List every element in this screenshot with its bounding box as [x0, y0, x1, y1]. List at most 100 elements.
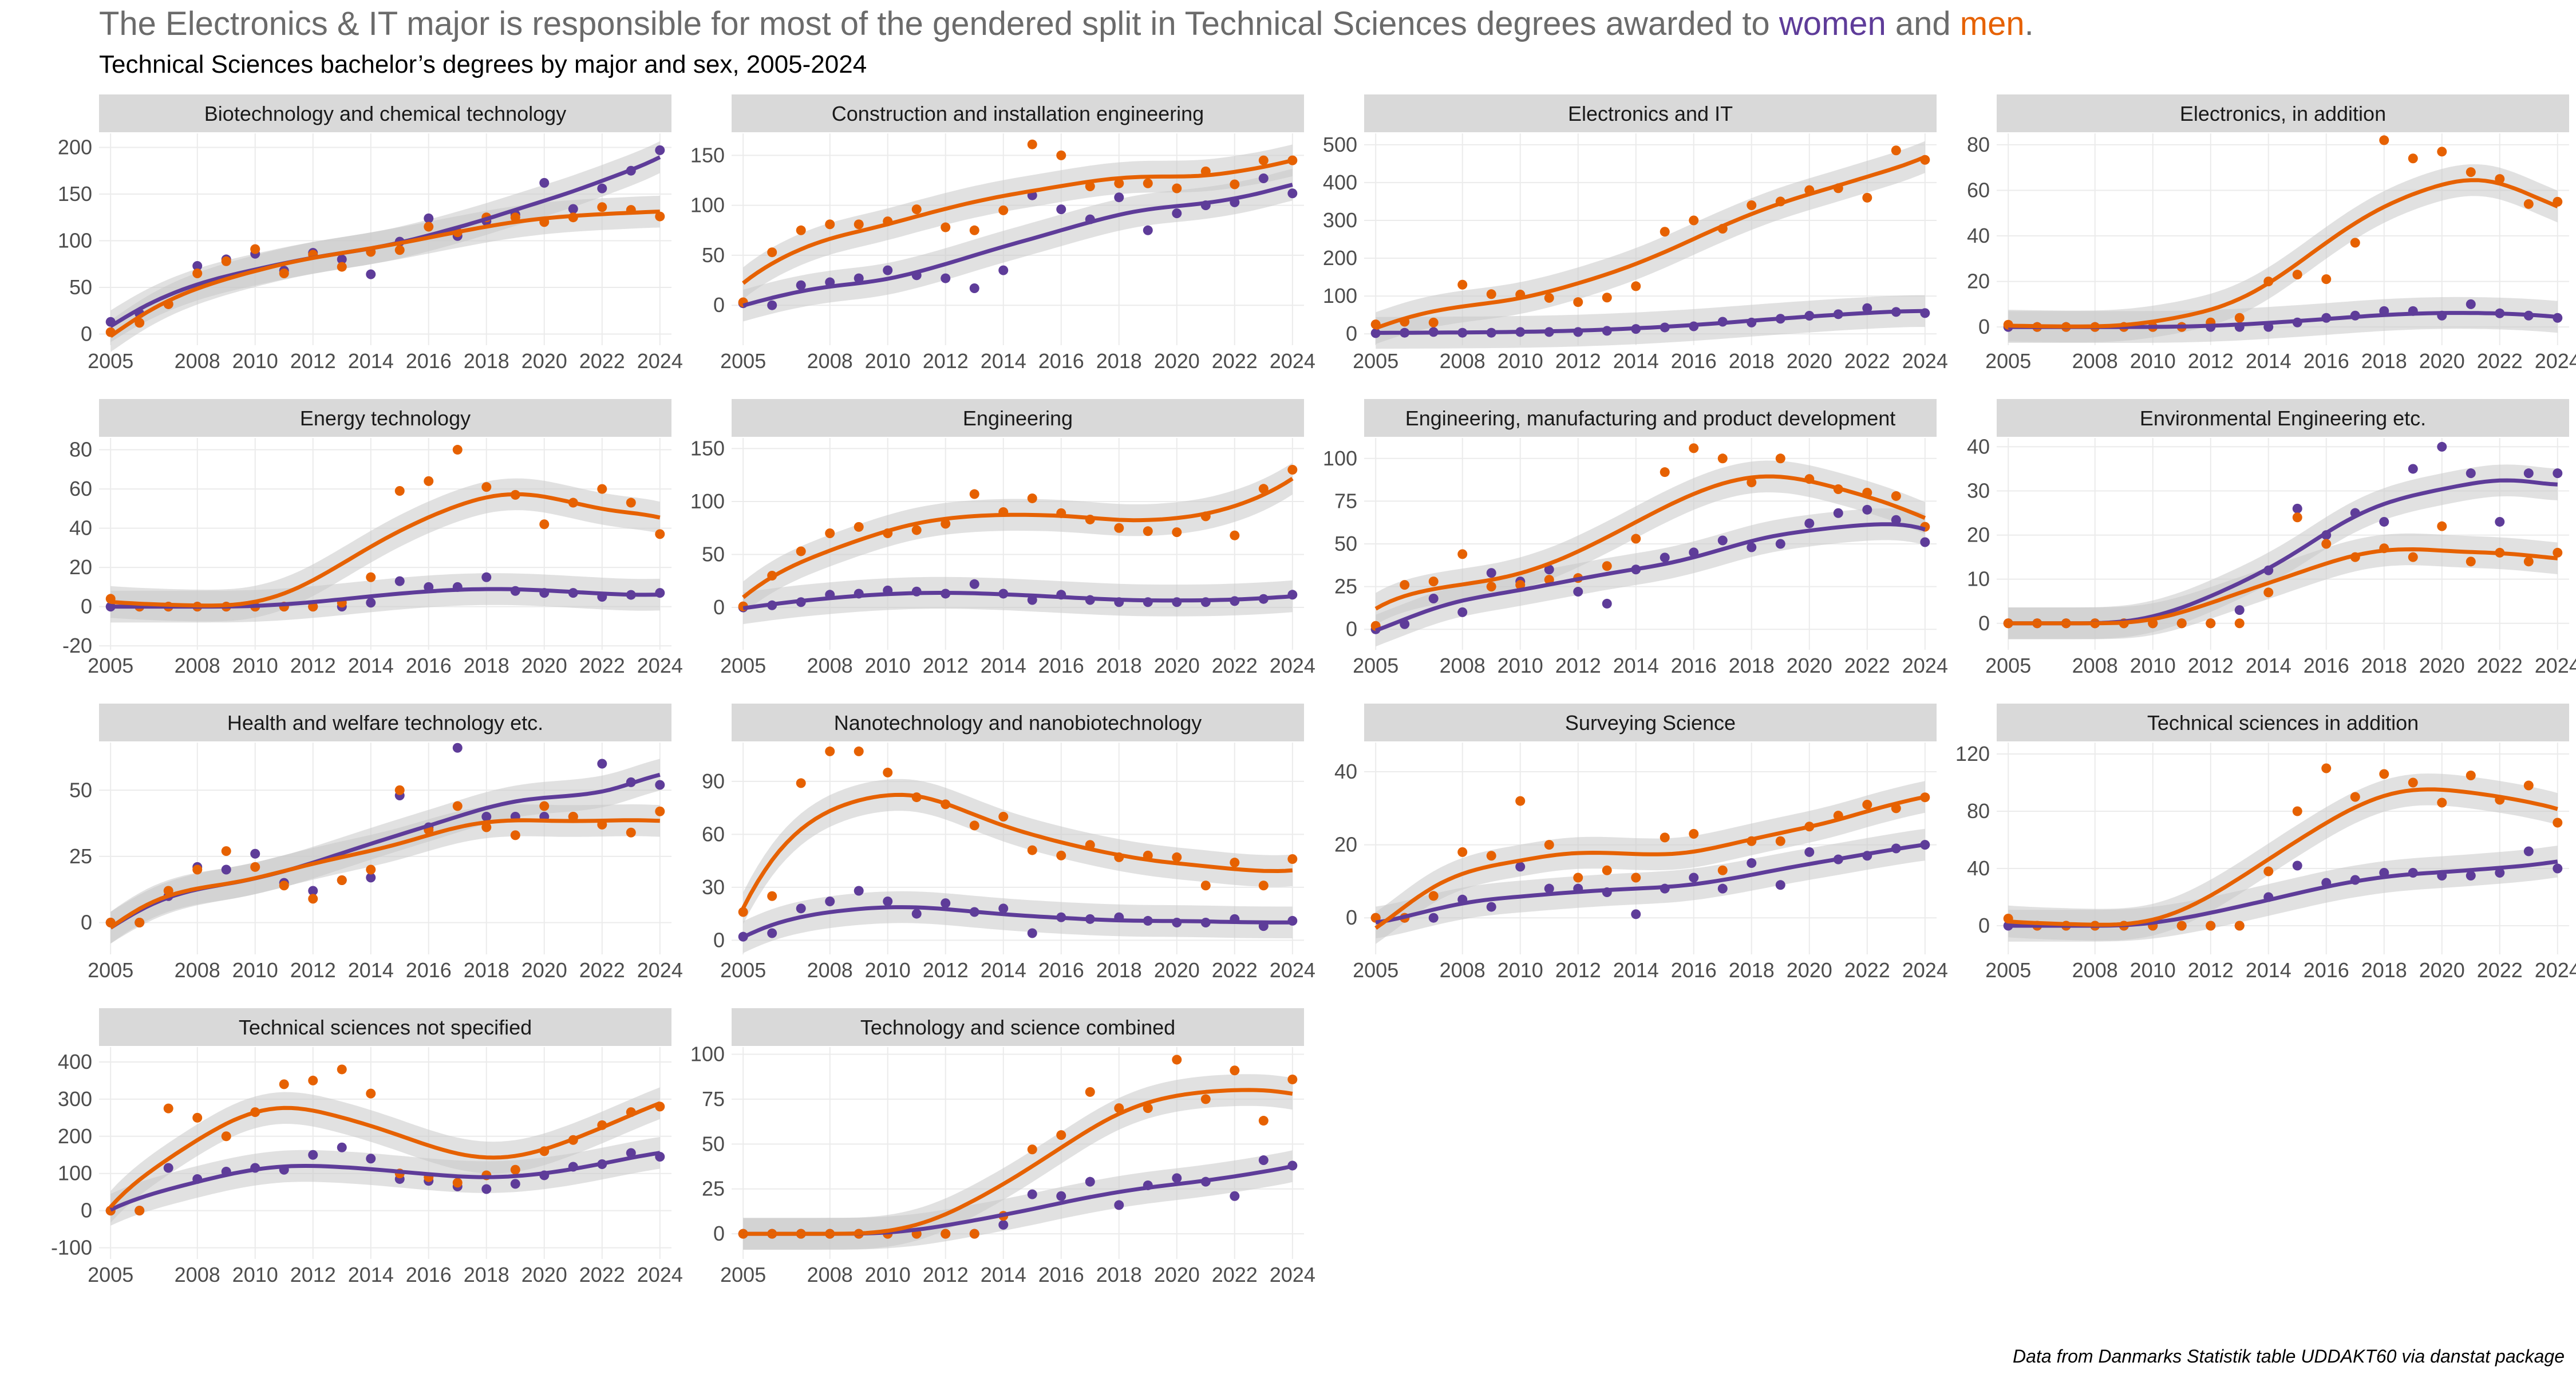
women-point — [998, 903, 1009, 914]
men-point — [1230, 179, 1240, 189]
x-tick-label: 2010 — [1498, 958, 1543, 982]
men-point — [394, 486, 405, 496]
y-tick-label: 0 — [1978, 315, 1990, 338]
x-tick-label: 2022 — [1212, 349, 1258, 373]
women-point — [796, 280, 806, 290]
women-point — [1258, 173, 1269, 184]
men-point — [2321, 274, 2332, 285]
men-point — [854, 746, 864, 756]
men-point — [1114, 1103, 1124, 1114]
men-point — [1085, 1087, 1095, 1097]
facet-panel-nanotechnology-and-nanobiotechnology: Nanotechnology and nanobiotechnology 2005… — [702, 704, 1315, 982]
y-tick-label: 200 — [58, 1124, 92, 1148]
x-tick-label: 2010 — [2130, 958, 2176, 982]
y-tick-label: 0 — [713, 1222, 725, 1245]
y-tick-label: 50 — [702, 1132, 725, 1155]
facet-strip — [1997, 94, 2569, 132]
facet-panel-electronics-in-addition: Electronics, in addition 2005 2008 2010 2012… — [1967, 94, 2576, 373]
women-confidence-band — [1376, 828, 1925, 939]
men-point — [337, 875, 347, 885]
men-point — [911, 525, 922, 535]
men-point — [135, 918, 145, 927]
men-point — [2263, 866, 2274, 876]
y-tick-label: 60 — [69, 477, 92, 500]
women-point — [2495, 516, 2505, 527]
women-trend-line — [1374, 522, 1926, 633]
facet-panel-engineering-manufacturing-and-product-development: Engineering, manufacturing and product d… — [1323, 399, 1948, 677]
men-point — [1457, 549, 1468, 559]
men-point — [2437, 521, 2447, 531]
x-tick-label: 2008 — [807, 1263, 853, 1286]
men-trend-line — [2008, 178, 2559, 329]
women-point — [825, 897, 835, 906]
x-tick-label: 2020 — [521, 1263, 567, 1286]
x-tick-label: 2024 — [637, 1263, 683, 1286]
women-point — [655, 780, 665, 790]
y-tick-label: 10 — [1967, 567, 1990, 591]
x-tick-label: 2016 — [1671, 349, 1717, 373]
men-point — [539, 519, 550, 530]
x-tick-label: 2008 — [2072, 958, 2118, 982]
women-point — [1804, 518, 1815, 528]
women-point — [969, 283, 979, 294]
men-point — [1862, 192, 1872, 203]
x-tick-label: 2005 — [720, 958, 766, 982]
y-tick-label: 50 — [1334, 532, 1357, 555]
men-point — [1056, 850, 1066, 860]
men-point — [1457, 279, 1468, 290]
men-point — [2350, 238, 2360, 248]
women-point — [2466, 468, 2476, 479]
facet-panel-environmental-engineering-etc: Environmental Engineering etc. 2005 2008 20… — [1967, 399, 2576, 677]
men-point — [655, 529, 665, 539]
men-point — [2523, 556, 2534, 567]
women-point — [2292, 860, 2302, 871]
x-tick-label: 2012 — [923, 1263, 969, 1286]
x-tick-label: 2022 — [579, 958, 625, 982]
men-confidence-band — [743, 144, 1293, 299]
women-point — [424, 213, 434, 223]
y-tick-label: 100 — [58, 1162, 92, 1185]
women-point — [1486, 568, 1496, 578]
x-tick-label: 2010 — [232, 958, 278, 982]
y-tick-label: 20 — [1967, 523, 1990, 547]
x-tick-label: 2024 — [1270, 1263, 1315, 1286]
men-point — [1602, 561, 1612, 571]
x-tick-label: 2022 — [2477, 654, 2523, 677]
x-tick-label: 2018 — [1096, 654, 1142, 677]
x-tick-label: 2020 — [1154, 654, 1200, 677]
women-point — [1230, 1191, 1240, 1201]
x-tick-label: 2012 — [923, 958, 969, 982]
y-tick-label: 80 — [69, 438, 92, 461]
chart-title: The Electronics & IT major is responsibl… — [99, 5, 2034, 43]
x-tick-label: 2012 — [290, 349, 336, 373]
men-point — [539, 801, 550, 811]
x-tick-label: 2005 — [1985, 958, 2031, 982]
x-tick-label: 2012 — [2188, 654, 2234, 677]
y-tick-label: 0 — [1346, 322, 1357, 345]
women-point — [366, 1154, 376, 1164]
men-point — [2437, 797, 2447, 808]
men-point — [911, 204, 922, 215]
men-point — [2234, 618, 2245, 629]
women-point — [2523, 468, 2534, 479]
women-point — [2495, 868, 2505, 878]
x-tick-label: 2010 — [2130, 349, 2176, 373]
men-point — [394, 245, 405, 255]
women-point — [883, 897, 893, 906]
men-point — [452, 445, 463, 455]
y-tick-label: 50 — [69, 778, 92, 802]
men-confidence-band — [110, 478, 660, 622]
women-point — [1689, 872, 1699, 883]
men-point — [941, 519, 951, 529]
facet-title: Electronics, in addition — [2180, 102, 2386, 125]
x-tick-label: 2008 — [175, 654, 220, 677]
x-tick-label: 2020 — [521, 958, 567, 982]
men-point — [2176, 618, 2187, 629]
men-point — [1457, 847, 1468, 857]
facet-title: Technical sciences in addition — [2147, 711, 2419, 735]
men-point — [1631, 534, 1641, 544]
facet-title: Technology and science combined — [860, 1016, 1175, 1039]
men-point — [366, 1088, 376, 1099]
y-tick-label: 60 — [1967, 178, 1990, 202]
data-source-caption: Data from Danmarks Statistik table UDDAK… — [2013, 1346, 2565, 1367]
